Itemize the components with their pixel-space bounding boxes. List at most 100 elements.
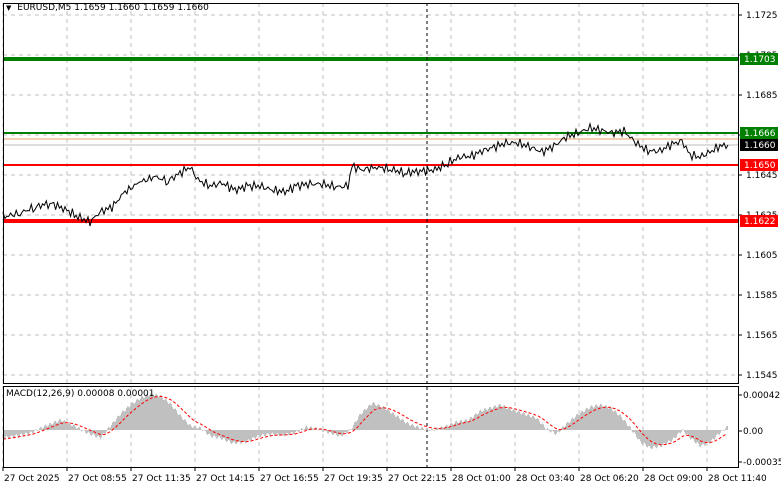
macd-histogram-bar [394, 414, 395, 430]
macd-histogram-bar [690, 430, 691, 440]
macd-histogram-bar [480, 409, 481, 430]
macd-histogram-bar [631, 429, 632, 431]
macd-histogram-bar [295, 430, 296, 433]
macd-histogram-bar [302, 428, 303, 430]
macd-histogram-bar [176, 410, 177, 430]
macd-histogram-bar [333, 430, 334, 435]
macd-histogram-bar [235, 430, 236, 444]
macd-histogram-bar [143, 397, 144, 430]
macd-histogram-bar [10, 430, 11, 437]
macd-histogram-bar [515, 411, 516, 430]
macd-histogram-bar [509, 407, 510, 430]
macd-histogram-bar [19, 430, 20, 436]
macd-histogram-bar [194, 425, 195, 430]
macd-histogram-bar [154, 395, 155, 430]
macd-histogram-bar [463, 422, 464, 430]
macd-histogram-bar [174, 408, 175, 430]
macd-histogram-bar [109, 427, 110, 430]
macd-histogram-bar [670, 430, 671, 443]
macd-histogram-bar [124, 411, 125, 430]
macd-histogram-bar [18, 430, 19, 437]
macd-histogram-bar [155, 394, 156, 430]
macd-histogram-bar [251, 430, 252, 440]
macd-histogram-bar [147, 394, 148, 430]
macd-histogram-bar [591, 405, 592, 430]
macd-histogram-bar [111, 425, 112, 430]
macd-histogram-bar [68, 422, 69, 430]
macd-histogram-bar [150, 393, 151, 430]
macd-histogram-bar [649, 430, 650, 446]
macd-histogram-bar [308, 428, 309, 430]
macd-histogram-bar [694, 430, 695, 443]
macd-histogram-bar [707, 430, 708, 442]
dropdown-arrow-icon[interactable]: ▼ [6, 4, 12, 12]
macd-histogram-bar [167, 402, 168, 430]
macd-histogram-bar [218, 430, 219, 437]
macd-histogram-bar [613, 411, 614, 430]
macd-histogram-bar [517, 411, 518, 430]
macd-histogram-bar [81, 430, 82, 432]
macd-histogram-bar [584, 411, 585, 430]
macd-histogram-bar [548, 428, 549, 430]
macd-histogram-bar [643, 430, 644, 444]
macd-histogram-bar [503, 405, 504, 430]
macd-histogram-bar [691, 430, 692, 440]
macd-histogram-bar [113, 421, 114, 430]
macd-histogram-bar [699, 430, 700, 447]
macd-histogram-bar [373, 402, 374, 430]
macd-histogram-bar [280, 430, 281, 436]
time-axis: 27 Oct 2025 27 Oct 08:55 27 Oct 11:35 27 Oc… [2, 467, 767, 484]
macd-histogram-bar [134, 403, 135, 430]
macd-histogram-bar [431, 428, 432, 430]
macd-histogram-bar [428, 429, 429, 431]
macd-histogram-bar [664, 430, 665, 443]
macd-histogram-bar [462, 421, 463, 430]
macd-histogram-bar [414, 427, 415, 430]
macd-histogram-bar [666, 430, 667, 445]
time-tick-label: 28 Oct 03:40 [516, 474, 575, 484]
macd-histogram-bar [281, 430, 282, 434]
macd-histogram-bar [715, 430, 716, 438]
macd-histogram-bar [423, 428, 424, 430]
macd-histogram-bar [502, 406, 503, 430]
macd-histogram-bar [204, 429, 205, 431]
macd-histogram-bar [543, 424, 544, 430]
macd-histogram-bar [271, 430, 272, 434]
level-labels: 1.1703 1.1666 1.1660 1.1650 1.1622 [740, 53, 778, 227]
macd-histogram-bar [200, 426, 201, 430]
macd-histogram-bar [411, 424, 412, 430]
macd-histogram-bar [695, 430, 696, 444]
macd-histogram-bar [542, 423, 543, 430]
macd-histogram-bar [4, 430, 5, 440]
macd-histogram-bar [477, 414, 478, 430]
macd-histogram-bar [562, 426, 563, 430]
level-price-badge [740, 53, 778, 65]
macd-histogram-bar [448, 426, 449, 430]
macd-histogram-bar [66, 423, 67, 430]
macd-panel [3, 392, 728, 450]
macd-histogram-bar [714, 430, 715, 440]
macd-histogram-bar [416, 426, 417, 430]
macd-histogram-bar [283, 430, 284, 436]
macd-histogram-bar [544, 427, 545, 430]
macd-histogram-bar [362, 413, 363, 430]
price-levels[interactable] [3, 57, 738, 223]
macd-histogram-bar [391, 413, 392, 430]
macd-histogram-bar [668, 430, 669, 441]
macd-histogram-bar [439, 429, 440, 431]
price-series [2, 121, 729, 227]
macd-histogram-bar [269, 430, 270, 436]
macd-histogram-bar [713, 430, 714, 440]
macd-histogram-bar [284, 430, 285, 437]
macd-histogram-bar [723, 430, 724, 431]
macd-histogram-bar [422, 426, 423, 430]
macd-histogram-bar [249, 430, 250, 441]
macd-histogram-bar [389, 411, 390, 430]
macd-histogram-bar [720, 430, 721, 433]
macd-histogram-bar [289, 430, 290, 436]
macd-histogram-bar [367, 408, 368, 430]
macd-histogram-bar [637, 430, 638, 440]
macd-histogram-bar [34, 430, 35, 431]
macd-histogram-bar [531, 417, 532, 430]
